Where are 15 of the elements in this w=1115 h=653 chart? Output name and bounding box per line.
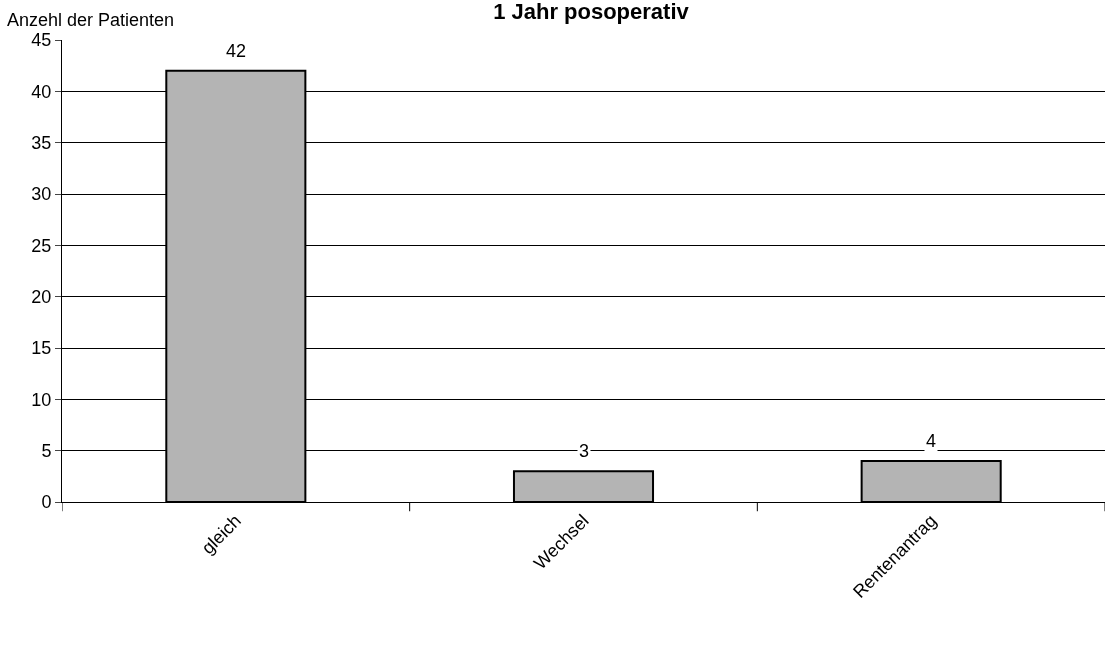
y-tick-label: 5 [41, 440, 52, 461]
y-tick-label: 15 [31, 338, 52, 359]
y-axis-title: Anzehl der Patienten [7, 10, 175, 30]
y-tick-label: 0 [41, 492, 52, 513]
data-label: 3 [579, 441, 590, 461]
y-tick-label: 25 [31, 235, 52, 256]
y-tick-label: 20 [31, 286, 52, 307]
y-tick-label: 30 [31, 184, 52, 205]
y-tick-label: 35 [31, 132, 52, 153]
y-tick-label: 10 [31, 389, 52, 410]
chart-title: 1 Jahr posoperativ [493, 0, 690, 24]
data-label: 42 [226, 41, 247, 61]
data-label: 4 [926, 431, 937, 451]
y-tick-label: 40 [31, 81, 52, 102]
y-tick-label: 45 [31, 30, 52, 51]
